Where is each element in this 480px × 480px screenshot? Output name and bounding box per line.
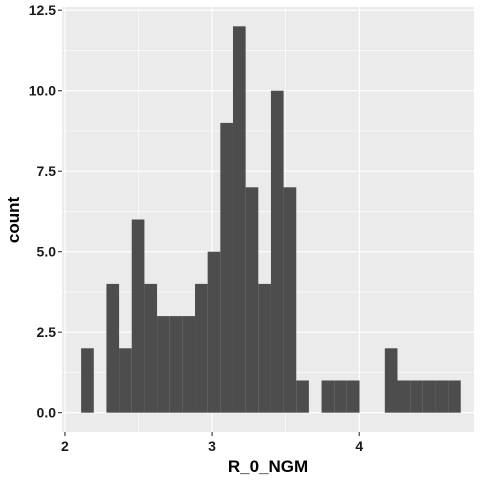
y-tick-label: 2.5	[37, 324, 57, 340]
histogram-bar	[270, 90, 284, 413]
histogram-bar	[384, 348, 398, 413]
histogram-bar	[346, 380, 360, 413]
histogram-bar	[448, 380, 461, 413]
histogram-bars	[81, 26, 461, 413]
y-tick-label: 7.5	[37, 163, 57, 179]
histogram-bar	[283, 187, 297, 413]
y-tick-label: 5.0	[37, 244, 57, 260]
histogram-bar	[144, 283, 158, 413]
y-tick-label: 10.0	[29, 83, 56, 99]
histogram-bar	[245, 187, 259, 413]
histogram-bar	[169, 316, 183, 413]
histogram-bar	[106, 283, 120, 413]
y-tick-label: 0.0	[37, 405, 57, 421]
y-tick-label: 12.5	[29, 2, 56, 18]
histogram-bar	[422, 380, 436, 413]
histogram-bar	[157, 316, 170, 413]
y-axis: 0.0 2.5 5.0 7.5 10.0 12.5	[29, 2, 62, 421]
histogram-bar	[435, 380, 449, 413]
histogram-bar	[182, 316, 196, 413]
histogram-bar	[334, 380, 347, 413]
x-axis: 2 3 4	[61, 432, 363, 454]
histogram-bar	[258, 283, 271, 413]
histogram-bar	[232, 26, 246, 413]
histogram-bar	[81, 348, 94, 413]
x-axis-title: R_0_NGM	[228, 457, 308, 476]
histogram-bar	[321, 380, 335, 413]
histogram-bar	[296, 380, 309, 413]
histogram-bar	[119, 348, 132, 413]
histogram-bar	[131, 219, 145, 413]
x-tick-label: 4	[355, 438, 363, 454]
histogram-bar	[397, 380, 411, 413]
y-axis-title: count	[4, 197, 23, 244]
x-tick-label: 3	[208, 438, 216, 454]
x-tick-label: 2	[61, 438, 69, 454]
histogram-bar	[220, 122, 233, 413]
histogram-bar	[207, 251, 221, 413]
histogram-bar	[195, 283, 208, 413]
histogram-bar	[410, 380, 423, 413]
